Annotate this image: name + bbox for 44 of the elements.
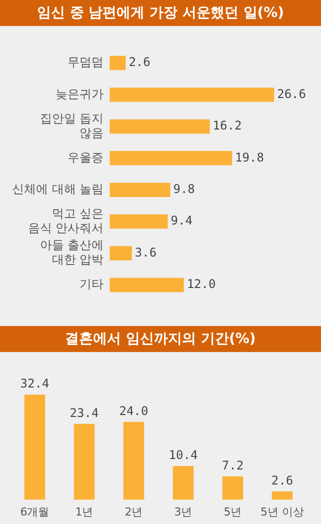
x-tick-label: 2년 <box>124 505 143 518</box>
bar <box>74 424 95 500</box>
x-tick-label: 3년 <box>174 505 192 518</box>
bar <box>110 88 274 102</box>
bar <box>110 119 210 134</box>
data-label: 2.6 <box>128 55 150 70</box>
data-label: 3.6 <box>134 245 157 260</box>
y-tick-label: 늦은귀가 <box>56 86 104 101</box>
data-label: 2.6 <box>271 473 294 488</box>
bar <box>110 151 232 166</box>
bar <box>172 466 194 500</box>
chart-title: 임신 중 남편에게 가장 서운했던 일(%) <box>0 0 321 26</box>
bar <box>123 422 144 500</box>
data-label: 10.4 <box>168 448 198 462</box>
y-tick-label: 무덤덤 <box>68 55 104 70</box>
y-tick-label: 집안일 돕지 않음 <box>40 111 104 140</box>
bar <box>110 246 132 260</box>
bar <box>110 278 184 292</box>
bar <box>272 491 293 500</box>
x-tick-label: 5년 <box>224 505 242 518</box>
y-tick-label: 먹고 싶은 음식 안사줘서 <box>28 206 104 235</box>
x-tick-label: 5년 이상 <box>260 505 304 518</box>
data-label: 24.0 <box>119 404 148 418</box>
bar <box>222 476 244 500</box>
data-label: 7.2 <box>222 458 244 473</box>
y-tick-label: 우울증 <box>68 150 104 164</box>
data-label: 32.4 <box>20 376 50 391</box>
y-tick-label: 신체에 대해 놀림 <box>12 182 104 196</box>
data-label: 23.4 <box>70 406 99 420</box>
bar <box>24 394 46 500</box>
x-tick-label: 1년 <box>75 505 94 518</box>
y-tick-label: 기타 <box>80 277 104 292</box>
bar <box>110 214 168 229</box>
bar <box>110 56 126 70</box>
bar <box>110 182 170 197</box>
data-label: 26.6 <box>277 86 306 101</box>
data-label: 9.8 <box>173 182 195 196</box>
data-label: 12.0 <box>186 277 216 292</box>
data-label: 16.2 <box>212 118 242 133</box>
chart-title: 결혼에서 임신까지의 기간(%) <box>0 326 321 352</box>
data-label: 19.8 <box>235 150 264 164</box>
y-tick-label: 아들 출산에 대한 압박 <box>40 238 104 267</box>
data-label: 9.4 <box>170 214 192 228</box>
x-tick-label: 6개월 <box>20 505 50 518</box>
